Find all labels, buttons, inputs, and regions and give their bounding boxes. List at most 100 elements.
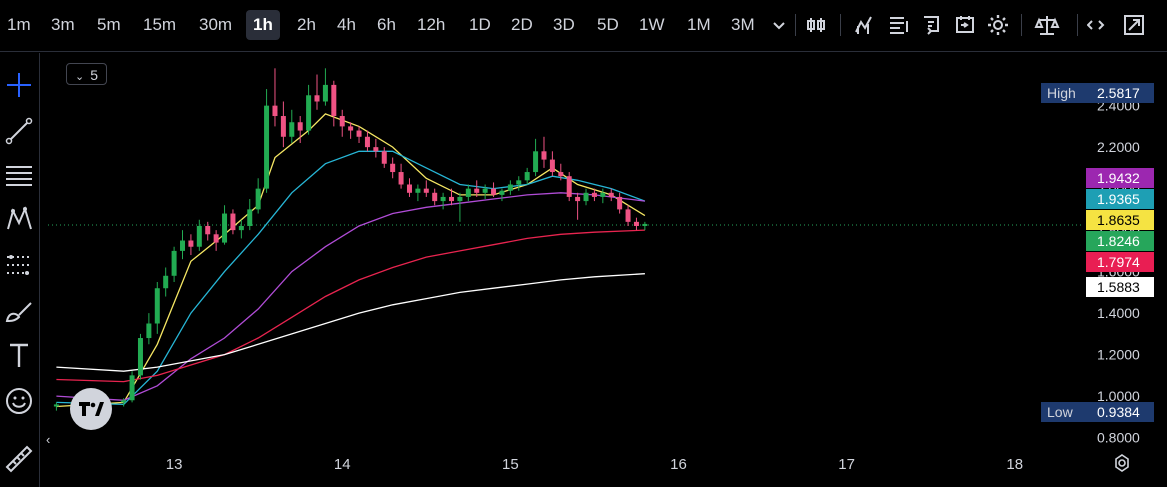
candle-body (121, 400, 127, 403)
gear-icon[interactable] (985, 12, 1011, 38)
price-label-box (1086, 277, 1154, 297)
timeframe-1h[interactable]: 1h (246, 10, 280, 40)
candle-body (171, 250, 177, 276)
timeframe-6h[interactable]: 6h (377, 15, 396, 34)
candle-body (440, 196, 446, 202)
candle-body (213, 234, 219, 243)
toolbar-divider (1021, 14, 1022, 36)
logo-mark-icon (79, 402, 104, 416)
candle-body (297, 122, 303, 131)
template-icon[interactable] (952, 12, 978, 38)
y-tick-label: 2.2000 (1097, 139, 1140, 155)
candle-body (432, 192, 438, 202)
candle-body (390, 163, 396, 173)
tradingview-logo[interactable] (70, 388, 112, 430)
candle-body (188, 240, 194, 247)
timeframe-5m[interactable]: 5m (97, 15, 121, 34)
replay-icon[interactable] (918, 12, 944, 38)
emoji-icon[interactable] (3, 385, 35, 417)
brush-icon[interactable] (3, 295, 35, 327)
indicators-icon[interactable] (852, 12, 878, 38)
timeframe-15m[interactable]: 15m (143, 15, 177, 34)
candle-body (238, 225, 244, 231)
ruler-icon[interactable] (3, 443, 35, 475)
candle-body (373, 147, 379, 152)
collapse-sidebar-icon[interactable]: ‹ (46, 432, 50, 447)
price-label-box (1086, 189, 1154, 209)
candle-body (625, 209, 631, 222)
candle-body (381, 151, 387, 164)
x-tick-label: 14 (334, 456, 351, 473)
candle-body (549, 159, 555, 173)
toolbar-divider (1077, 14, 1078, 36)
candle-body (230, 213, 236, 231)
candle-body (465, 188, 471, 197)
high-box (1041, 83, 1154, 103)
candle-body (314, 95, 320, 102)
candle-body (146, 323, 152, 339)
candle-body (558, 172, 564, 177)
indicator-count: 5 (90, 67, 99, 83)
candles-icon[interactable] (803, 12, 829, 38)
candle-body (524, 172, 530, 181)
axis-settings-icon[interactable] (1115, 454, 1129, 472)
timeframe-2D[interactable]: 2D (511, 15, 533, 34)
candle-body (575, 196, 581, 202)
candle-body (280, 116, 286, 137)
candle-body (205, 225, 211, 235)
timeframe-3D[interactable]: 3D (553, 15, 575, 34)
timeframe-3M[interactable]: 3M (731, 15, 755, 34)
price-label-value: 1.5883 (1097, 279, 1140, 295)
drawing-sidebar (0, 53, 40, 487)
high-value: 2.5817 (1097, 85, 1140, 101)
y-tick-label: 0.8000 (1097, 430, 1140, 446)
timeframe-30m[interactable]: 30m (199, 15, 233, 34)
candle-body (457, 196, 463, 202)
candle-body (406, 184, 412, 193)
timeframe-2h[interactable]: 2h (297, 15, 316, 34)
scale-icon[interactable] (1034, 12, 1060, 38)
high-label: High (1047, 85, 1076, 101)
price-label-box (1086, 231, 1154, 251)
timeframe-1m[interactable]: 1m (7, 15, 31, 34)
timeframe-1D[interactable]: 1D (469, 15, 491, 34)
timeframe-5D[interactable]: 5D (597, 15, 619, 34)
price-label-value: 1.9365 (1097, 191, 1140, 207)
candle-body (163, 275, 169, 289)
candle-body (507, 184, 513, 191)
x-tick-label: 17 (838, 456, 855, 473)
crosshair-icon[interactable] (3, 69, 35, 101)
indicator-count-badge[interactable]: ⌄ 5 (66, 63, 108, 85)
trendline-icon[interactable] (3, 115, 35, 147)
chevron-down-icon[interactable] (766, 12, 792, 38)
price-label-value: 1.8635 (1097, 212, 1140, 228)
fib-icon[interactable] (3, 159, 35, 191)
list-icon[interactable] (886, 12, 912, 38)
candle-body (583, 192, 589, 202)
timeframe-1W[interactable]: 1W (639, 15, 665, 34)
timeframe-3m[interactable]: 3m (51, 15, 75, 34)
candle-body (272, 105, 278, 117)
text-icon[interactable] (3, 339, 35, 371)
candle-body (306, 95, 312, 131)
y-tick-label: 1.4000 (1097, 305, 1140, 321)
candle-body (474, 188, 480, 193)
moving-average-line-5 (56, 273, 645, 372)
candle-body (398, 172, 404, 185)
price-label-value: 1.8246 (1097, 233, 1140, 249)
candle-body (633, 221, 639, 226)
candle-body (423, 188, 429, 193)
fullscreen-icon[interactable] (1121, 12, 1147, 38)
pattern-icon[interactable] (3, 203, 35, 235)
forecast-icon[interactable] (3, 249, 35, 281)
moving-average-line-1 (56, 113, 646, 408)
candle-body (600, 192, 606, 197)
timeframe-12h[interactable]: 12h (417, 15, 446, 34)
low-value: 0.9384 (1097, 404, 1140, 420)
collapse-icon[interactable] (1086, 12, 1113, 38)
timeframe-1M[interactable]: 1M (687, 15, 711, 34)
low-box (1041, 402, 1154, 422)
candle-body (642, 223, 648, 226)
timeframe-4h[interactable]: 4h (337, 15, 356, 34)
